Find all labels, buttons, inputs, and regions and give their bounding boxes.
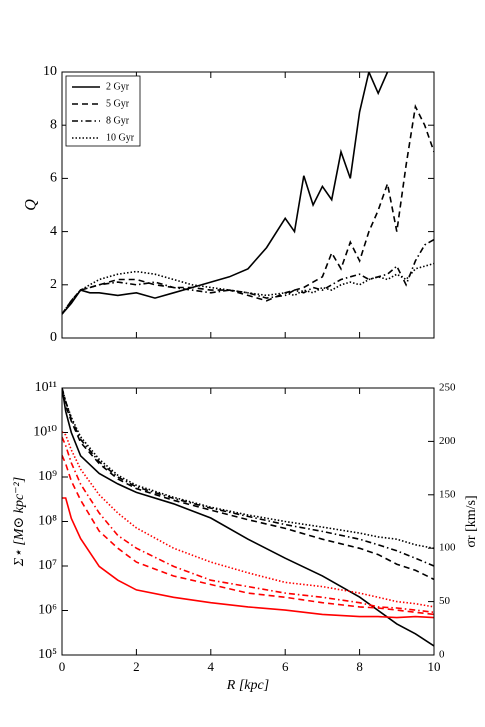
series-line [62,388,434,567]
legend-label: 8 Gyr [106,115,130,126]
y2-tick-label: 50 [439,595,451,607]
y-axis-label: Q [23,199,40,211]
x-axis-label: R [kpc] [226,678,269,693]
series-line [62,436,434,614]
y-tick-label: 10⁷ [38,558,57,573]
x-tick-label: 2 [133,659,140,674]
series-line [62,262,434,315]
y-tick-label: 10¹¹ [35,380,57,395]
y-tick-label: 10¹⁰ [33,425,57,440]
x-tick-label: 6 [282,659,289,674]
series-line [62,431,434,608]
y-tick-label: 10⁵ [38,647,57,662]
series-line [62,104,434,315]
x-tick-label: 8 [356,659,363,674]
y-tick-label: 10⁸ [38,514,57,529]
y2-tick-label: 150 [439,488,456,500]
series-line [62,497,434,619]
y-tick-label: 2 [50,277,57,292]
series-line [62,388,434,550]
y2-tick-label: 250 [439,382,456,394]
y-axis-label: Σ⋆ [M⊙ kpc⁻²] [12,477,27,567]
y-tick-label: 6 [50,171,57,186]
x-tick-label: 0 [59,659,66,674]
axes-frame [61,387,435,656]
series-line [62,454,434,616]
y2-tick-label: 0 [439,649,445,661]
y-tick-label: 4 [50,224,57,239]
series-line [62,388,434,647]
y-tick-label: 10 [43,64,57,79]
y2-tick-label: 100 [439,542,456,554]
axes-frame [61,71,435,339]
plot-area [62,388,434,647]
series-line [62,238,434,315]
y-tick-label: 8 [50,117,57,132]
legend-label: 2 Gyr [106,81,130,92]
series-line [62,72,389,315]
y2-tick-label: 200 [439,435,456,447]
y2-axis-label: σr [km/s] [464,495,479,547]
plot-area [62,72,434,315]
legend-label: 10 Gyr [106,132,135,143]
y-tick-label: 10⁹ [38,469,57,484]
x-tick-label: 10 [428,659,441,674]
y-tick-label: 0 [50,330,57,345]
y-tick-label: 10⁶ [38,603,57,618]
x-tick-label: 4 [208,659,215,674]
legend-label: 5 Gyr [106,98,130,109]
